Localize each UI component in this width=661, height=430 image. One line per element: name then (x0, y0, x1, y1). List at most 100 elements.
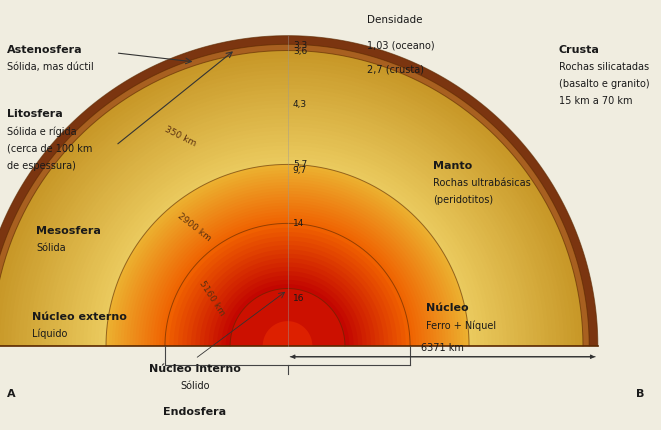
Polygon shape (186, 246, 389, 346)
Polygon shape (217, 276, 358, 346)
Polygon shape (121, 180, 454, 346)
Polygon shape (0, 55, 579, 346)
Polygon shape (38, 97, 537, 346)
Polygon shape (98, 157, 477, 346)
Text: 6371 km: 6371 km (421, 342, 464, 353)
Text: Rochas silicatadas: Rochas silicatadas (559, 61, 648, 72)
Text: (peridotitos): (peridotitos) (433, 195, 493, 205)
Polygon shape (11, 71, 564, 346)
Text: Sólida e rígida: Sólida e rígida (7, 126, 76, 136)
Polygon shape (87, 146, 488, 346)
Polygon shape (22, 82, 553, 346)
Polygon shape (7, 67, 568, 346)
Text: Sólido: Sólido (180, 380, 210, 390)
Polygon shape (3, 63, 572, 346)
Polygon shape (112, 171, 463, 346)
Polygon shape (213, 271, 362, 346)
Text: Mesosfera: Mesosfera (36, 225, 101, 235)
Polygon shape (138, 197, 437, 346)
Polygon shape (196, 254, 379, 346)
Polygon shape (0, 59, 575, 346)
Text: 5160 km: 5160 km (198, 278, 227, 316)
Text: Sólida: Sólida (36, 242, 66, 252)
Polygon shape (141, 200, 434, 346)
Polygon shape (106, 165, 469, 346)
Polygon shape (83, 142, 492, 346)
Text: Ferro + Níquel: Ferro + Níquel (426, 319, 496, 330)
Polygon shape (0, 37, 598, 346)
Polygon shape (115, 174, 460, 346)
Text: 16: 16 (293, 294, 304, 303)
Polygon shape (42, 101, 533, 346)
Text: 4,3: 4,3 (293, 100, 307, 109)
Text: B: B (636, 388, 644, 399)
Polygon shape (64, 123, 511, 346)
Polygon shape (136, 194, 440, 346)
Text: Núcleo interno: Núcleo interno (149, 362, 241, 373)
Polygon shape (72, 131, 503, 346)
Polygon shape (91, 150, 485, 346)
Text: 3,3: 3,3 (293, 41, 307, 50)
Polygon shape (165, 224, 410, 346)
Polygon shape (159, 218, 416, 346)
Polygon shape (95, 154, 481, 346)
Text: 350 km: 350 km (163, 124, 198, 147)
Text: Líquido: Líquido (32, 328, 67, 338)
Polygon shape (130, 189, 446, 346)
Text: A: A (7, 388, 15, 399)
Polygon shape (174, 233, 401, 346)
Polygon shape (0, 45, 589, 346)
Polygon shape (262, 321, 313, 346)
Polygon shape (204, 263, 371, 346)
Polygon shape (162, 221, 413, 346)
Text: (cerca de 100 km: (cerca de 100 km (7, 143, 92, 154)
Polygon shape (68, 127, 507, 346)
Polygon shape (102, 161, 473, 346)
Polygon shape (144, 203, 431, 346)
Polygon shape (118, 177, 457, 346)
Polygon shape (75, 135, 500, 346)
Text: 15 km a 70 km: 15 km a 70 km (559, 96, 632, 106)
Text: Crusta: Crusta (559, 44, 600, 55)
Polygon shape (34, 93, 541, 346)
Text: Manto: Manto (433, 160, 472, 171)
Text: Astenosfera: Astenosfera (7, 44, 82, 55)
Polygon shape (26, 86, 549, 346)
Polygon shape (132, 191, 443, 346)
Polygon shape (30, 89, 545, 346)
Text: 1,03 (oceano): 1,03 (oceano) (367, 41, 434, 51)
Polygon shape (208, 267, 367, 346)
Polygon shape (178, 237, 397, 346)
Polygon shape (109, 168, 466, 346)
Text: 2,7 (crusta): 2,7 (crusta) (367, 64, 424, 74)
Polygon shape (156, 215, 419, 346)
Text: Sólida, mas dúctil: Sólida, mas dúctil (7, 61, 93, 72)
Polygon shape (57, 116, 518, 346)
Text: 3,6: 3,6 (293, 47, 307, 56)
Polygon shape (49, 108, 526, 346)
Text: Endosfera: Endosfera (163, 405, 227, 416)
Text: 9,7: 9,7 (293, 165, 307, 174)
Polygon shape (15, 74, 560, 346)
Polygon shape (221, 280, 354, 346)
Text: Núcleo externo: Núcleo externo (32, 311, 127, 321)
Polygon shape (230, 289, 345, 346)
Polygon shape (182, 241, 393, 346)
Text: Rochas ultrabásicas: Rochas ultrabásicas (433, 178, 531, 188)
Polygon shape (45, 104, 530, 346)
Text: Litosfera: Litosfera (7, 109, 62, 119)
Text: (basalto e granito): (basalto e granito) (559, 79, 649, 89)
Polygon shape (60, 120, 515, 346)
Text: 14: 14 (293, 218, 304, 227)
Polygon shape (53, 112, 522, 346)
Polygon shape (226, 285, 349, 346)
Text: Núcleo: Núcleo (426, 302, 469, 313)
Polygon shape (19, 78, 557, 346)
Text: 5,7: 5,7 (293, 160, 307, 169)
Polygon shape (0, 52, 583, 346)
Polygon shape (169, 228, 406, 346)
Text: Densidade: Densidade (367, 15, 422, 25)
Polygon shape (150, 209, 425, 346)
Polygon shape (200, 258, 375, 346)
Polygon shape (127, 186, 448, 346)
